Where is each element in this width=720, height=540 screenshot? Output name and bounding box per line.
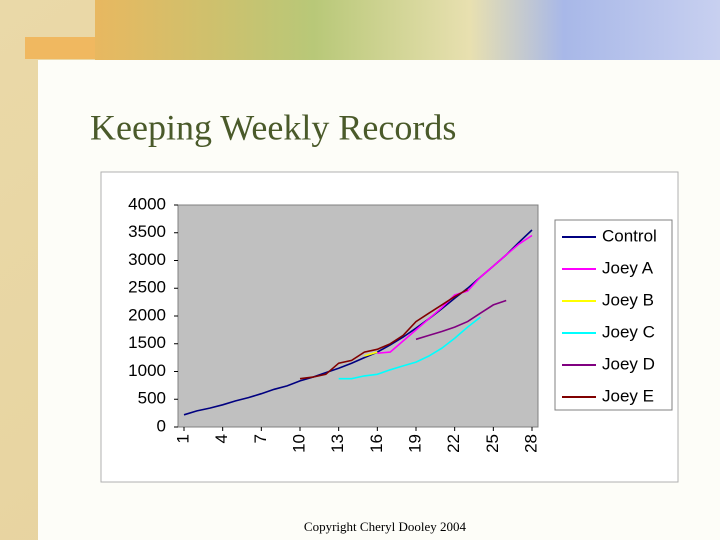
series-line — [377, 234, 533, 354]
y-tick-label: 2000 — [128, 305, 166, 324]
y-tick-label: 3000 — [128, 250, 166, 269]
y-tick-label: 2500 — [128, 278, 166, 297]
series-line — [299, 288, 468, 380]
y-tick-label: 1500 — [128, 333, 166, 352]
series-line — [338, 316, 481, 380]
x-tick-label: 10 — [289, 434, 308, 453]
legend-label: Joey D — [602, 354, 655, 373]
legend — [554, 219, 673, 411]
banner-accent — [25, 37, 95, 59]
legend-label: Control — [602, 226, 657, 245]
y-tick-label: 4000 — [128, 194, 166, 213]
slide-title: Keeping Weekly Records — [90, 107, 456, 147]
x-tick-label: 13 — [328, 434, 347, 453]
legend-label: Joey B — [602, 290, 654, 309]
legend-label: Joey E — [602, 386, 654, 405]
x-tick-label: 28 — [521, 434, 540, 453]
legend-label: Joey A — [602, 258, 654, 277]
x-tick-label: 19 — [405, 434, 424, 453]
series-line — [183, 229, 533, 416]
y-tick-label: 0 — [157, 416, 166, 435]
x-tick-label: 25 — [483, 434, 502, 453]
plot-area — [177, 204, 539, 428]
legend-label: Joey C — [602, 322, 655, 341]
series-line — [415, 299, 507, 341]
x-tick-label: 7 — [251, 434, 270, 443]
banner — [95, 0, 720, 60]
y-tick-label: 500 — [138, 389, 166, 408]
series-line — [364, 351, 378, 357]
x-tick-label: 22 — [444, 434, 463, 453]
y-tick-label: 1000 — [128, 361, 166, 380]
x-tick-label: 4 — [212, 434, 231, 443]
x-tick-label: 1 — [173, 434, 192, 443]
x-tick-label: 16 — [367, 434, 386, 453]
y-tick-label: 3500 — [128, 222, 166, 241]
footer: Copyright Cheryl Dooley 2004 — [304, 519, 467, 534]
